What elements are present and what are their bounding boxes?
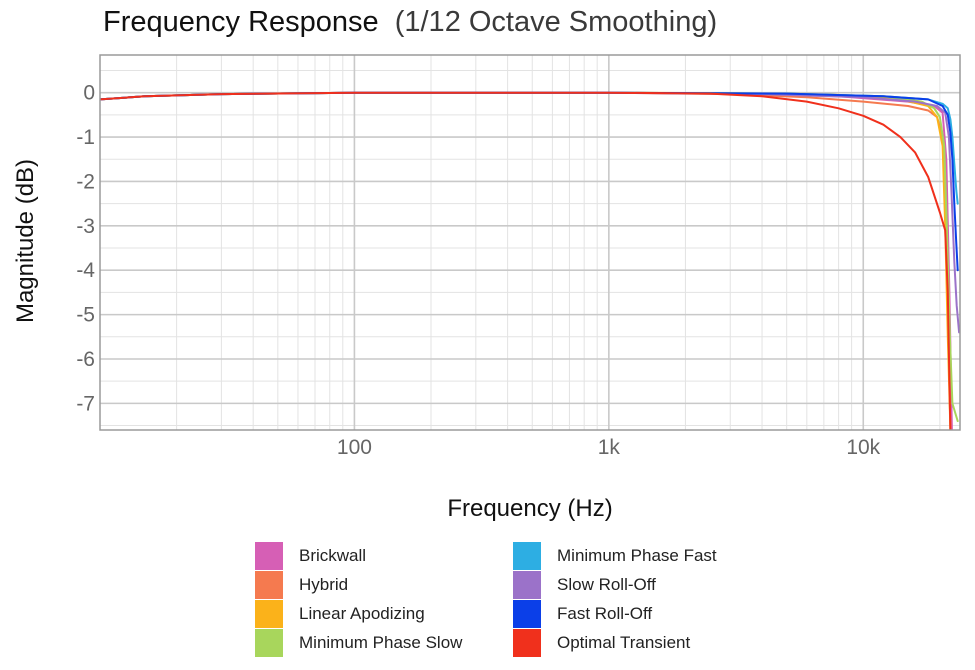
legend-item-linear-apodizing: Linear Apodizing <box>255 600 425 628</box>
legend-swatch <box>513 600 541 628</box>
legend-swatch <box>513 629 541 657</box>
series-line-minimum-phase-slow <box>100 91 959 423</box>
minor-grid <box>100 55 960 430</box>
legend-label: Linear Apodizing <box>299 604 425 623</box>
y-tick-label: -2 <box>76 170 95 193</box>
legend-item-brickwall: Brickwall <box>255 542 366 570</box>
y-tick-labels: 0 -1 -2 -3 -4 -5 -6 -7 <box>76 82 95 416</box>
legend-label: Slow Roll-Off <box>557 575 656 594</box>
legend-swatch <box>513 542 541 570</box>
legend-label: Minimum Phase Fast <box>557 546 717 565</box>
series-line-linear-apodizing <box>100 91 952 430</box>
x-tick-label: 100 <box>337 436 372 459</box>
x-tick-labels: 100 1k 10k <box>337 436 881 459</box>
x-tick-label: 1k <box>598 436 621 459</box>
legend-label: Brickwall <box>299 546 367 565</box>
series-line-slow-roll-off <box>100 91 960 334</box>
legend-item-minimum-phase-fast: Minimum Phase Fast <box>513 542 717 570</box>
legend-item-minimum-phase-slow: Minimum Phase Slow <box>255 629 462 657</box>
legend-item-hybrid: Hybrid <box>255 571 348 599</box>
y-tick-label: -7 <box>76 392 95 415</box>
plot-frame <box>99 54 961 431</box>
y-tick-label: -6 <box>76 348 95 371</box>
chart-title: Frequency Response (1/12 Octave Smoothin… <box>103 6 717 38</box>
series-lines <box>100 91 960 430</box>
series-line-minimum-phase-fast <box>100 91 959 205</box>
series-line-hybrid <box>100 91 952 430</box>
chart-subtitle: (1/12 Octave Smoothing) <box>395 6 717 38</box>
y-axis-label: Magnitude (dB) <box>12 159 39 323</box>
legend-item-fast-roll-off: Fast Roll-Off <box>513 600 652 628</box>
legend-label: Optimal Transient <box>557 633 691 652</box>
legend-swatch <box>255 629 283 657</box>
legend-swatch <box>513 571 541 599</box>
chart-title-main: Frequency Response <box>103 6 379 38</box>
y-tick-label: 0 <box>83 82 95 105</box>
series-line-optimal-transient <box>100 91 952 430</box>
y-tick-label: -4 <box>76 259 95 282</box>
legend-swatch <box>255 571 283 599</box>
legend-label: Minimum Phase Slow <box>299 633 463 652</box>
x-tick-label: 10k <box>846 436 880 459</box>
legend-item-optimal-transient: Optimal Transient <box>513 629 690 657</box>
legend-item-slow-roll-off: Slow Roll-Off <box>513 571 656 599</box>
x-axis-label: Frequency (Hz) <box>447 495 612 522</box>
legend-swatch <box>255 542 283 570</box>
y-tick-label: -3 <box>76 215 95 238</box>
y-tick-label: -1 <box>76 126 95 149</box>
y-tick-label: -5 <box>76 304 95 327</box>
legend-label: Hybrid <box>299 575 349 594</box>
major-grid <box>100 55 960 430</box>
legend-swatch <box>255 600 283 628</box>
legend-label: Fast Roll-Off <box>557 604 653 623</box>
